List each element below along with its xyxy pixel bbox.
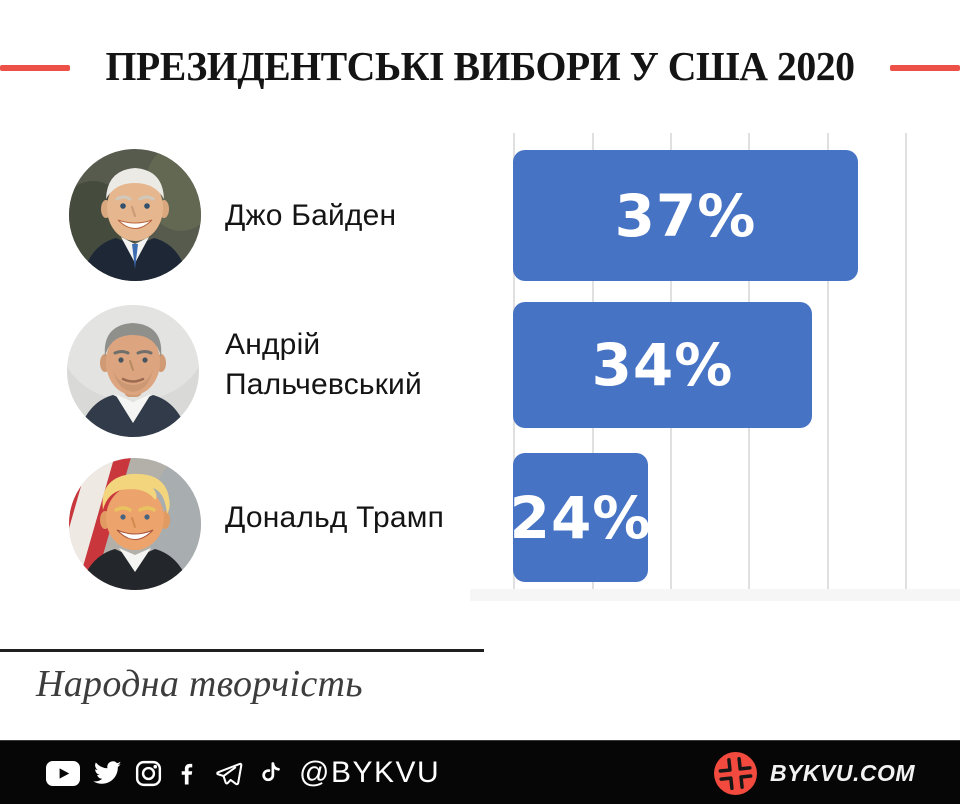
facebook-icon[interactable] — [175, 759, 201, 788]
social-icons — [46, 758, 283, 788]
caption-text: Народна творчість — [36, 663, 363, 705]
candidate-name-line: Пальчевський — [225, 368, 422, 401]
gridline — [827, 133, 829, 590]
candidate-name-line: Андрій — [225, 328, 321, 361]
candidate-name-biden: Джо Байден — [225, 150, 510, 281]
telegram-icon[interactable] — [213, 759, 244, 788]
brand-block: BYKVU.COM — [713, 741, 915, 804]
social-handle[interactable]: @BYKVU — [299, 756, 441, 789]
youtube-icon[interactable] — [46, 760, 80, 786]
bykvu-logo-icon[interactable] — [713, 751, 758, 796]
gridline — [905, 133, 907, 590]
candidate-name-trump: Дональд Трамп — [225, 453, 510, 582]
footer-bar: @BYKVU BYKVU.COM — [0, 740, 960, 804]
title-accent-dash-left — [0, 65, 70, 71]
bar-palchevskyi: 34% — [513, 302, 812, 428]
tiktok-icon[interactable] — [256, 759, 283, 788]
candidate-name-palchevskyi: Андрій Пальчевський — [225, 302, 510, 428]
instagram-icon[interactable] — [134, 759, 163, 788]
bar-biden: 37% — [513, 150, 858, 281]
bar-value-label: 24% — [509, 483, 652, 552]
bar-value-label: 34% — [591, 331, 734, 399]
candidate-name-line: Дональд Трамп — [225, 500, 445, 534]
chart-baseline — [470, 589, 960, 601]
caption-divider — [0, 649, 484, 652]
donald-trump-photo — [69, 458, 201, 590]
bar-value-label: 37% — [614, 181, 757, 250]
title-accent-dash-right — [890, 65, 960, 71]
bar-trump: 24% — [510, 453, 650, 582]
joe-biden-photo — [69, 149, 201, 281]
candidate-name-line: Джо Байден — [225, 198, 397, 232]
page-title: ПРЕЗИДЕНТСЬКІ ВИБОРИ У США 2020 — [105, 43, 855, 89]
andriy-palchevskyi-photo — [67, 305, 199, 437]
site-url[interactable]: BYKVU.COM — [769, 759, 915, 786]
twitter-icon[interactable] — [92, 758, 122, 788]
